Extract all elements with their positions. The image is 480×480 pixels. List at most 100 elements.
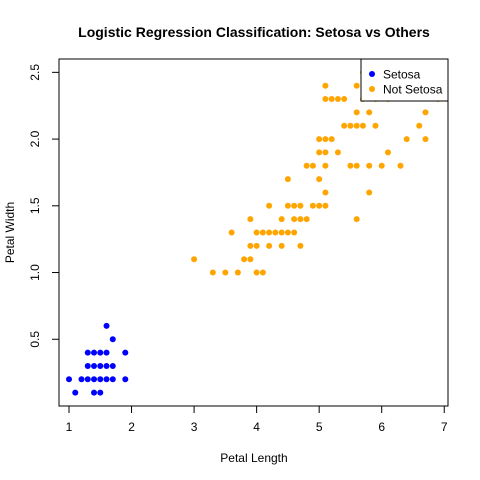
x-axis-label: Petal Length xyxy=(220,451,287,465)
not-setosa-point xyxy=(322,189,329,196)
not-setosa-point xyxy=(353,109,360,116)
y-tick-label: 2.5 xyxy=(28,64,42,81)
not-setosa-point xyxy=(303,162,310,169)
not-setosa-point xyxy=(334,149,341,156)
setosa-point xyxy=(109,336,116,343)
not-setosa-point xyxy=(316,136,323,143)
not-setosa-point xyxy=(316,176,323,183)
setosa-point xyxy=(122,349,129,356)
x-tick-label: 7 xyxy=(441,420,448,434)
legend-label-not-setosa: Not Setosa xyxy=(383,83,443,97)
legend-label-setosa: Setosa xyxy=(383,68,421,82)
setosa-point xyxy=(84,362,91,369)
not-setosa-point xyxy=(266,242,273,249)
setosa-point xyxy=(91,376,98,383)
x-tick-label: 4 xyxy=(253,420,260,434)
plot-area xyxy=(58,58,449,407)
setosa-point xyxy=(84,349,91,356)
setosa-point xyxy=(103,362,110,369)
not-setosa-point xyxy=(347,122,354,129)
x-tick-label: 6 xyxy=(378,420,385,434)
setosa-point xyxy=(91,362,98,369)
not-setosa-point xyxy=(322,136,329,143)
not-setosa-point xyxy=(353,162,360,169)
not-setosa-point xyxy=(328,96,335,103)
not-setosa-point xyxy=(278,242,285,249)
not-setosa-point xyxy=(297,216,304,223)
not-setosa-point xyxy=(272,229,279,236)
not-setosa-point xyxy=(278,229,285,236)
not-setosa-point xyxy=(291,202,298,209)
not-setosa-point xyxy=(403,136,410,143)
not-setosa-point xyxy=(297,202,304,209)
setosa-point xyxy=(91,349,98,356)
not-setosa-point xyxy=(422,109,429,116)
not-setosa-point xyxy=(253,269,260,276)
not-setosa-point xyxy=(247,256,254,263)
not-setosa-point xyxy=(291,216,298,223)
not-setosa-point xyxy=(384,149,391,156)
not-setosa-point xyxy=(253,229,260,236)
setosa-point xyxy=(103,376,110,383)
x-tick-label: 1 xyxy=(66,420,73,434)
y-tick-label: 1.0 xyxy=(28,264,42,281)
not-setosa-point xyxy=(266,202,273,209)
setosa-point xyxy=(103,349,110,356)
y-axis-label: Petal Width xyxy=(3,202,17,263)
not-setosa-point xyxy=(316,149,323,156)
not-setosa-point xyxy=(353,216,360,223)
points-layer xyxy=(66,69,441,396)
y-tick-label: 1.5 xyxy=(28,197,42,214)
not-setosa-point xyxy=(247,242,254,249)
not-setosa-point xyxy=(366,162,373,169)
legend: Setosa Not Setosa xyxy=(360,58,449,102)
setosa-point xyxy=(109,376,116,383)
not-setosa-point xyxy=(322,149,329,156)
legend-marker-setosa xyxy=(369,71,375,77)
not-setosa-point xyxy=(322,82,329,89)
not-setosa-point xyxy=(309,162,316,169)
not-setosa-point xyxy=(328,136,335,143)
plot-frame xyxy=(58,58,449,407)
not-setosa-point xyxy=(234,269,241,276)
setosa-point xyxy=(72,389,79,396)
not-setosa-point xyxy=(322,96,329,103)
setosa-point xyxy=(84,376,91,383)
legend-marker-not-setosa xyxy=(369,86,375,92)
setosa-point xyxy=(122,376,129,383)
not-setosa-point xyxy=(228,229,235,236)
y-tick-label: 0.5 xyxy=(28,331,42,348)
setosa-point xyxy=(97,349,104,356)
not-setosa-point xyxy=(366,189,373,196)
not-setosa-point xyxy=(266,229,273,236)
x-tick-label: 5 xyxy=(316,420,323,434)
not-setosa-point xyxy=(316,202,323,209)
not-setosa-point xyxy=(241,256,248,263)
not-setosa-point xyxy=(322,162,329,169)
setosa-point xyxy=(91,389,98,396)
not-setosa-point xyxy=(209,269,216,276)
setosa-point xyxy=(109,362,116,369)
x-axis: 1 2 3 4 5 6 7 xyxy=(66,405,448,434)
y-axis: 0.5 1.0 1.5 2.0 2.5 xyxy=(28,64,60,348)
not-setosa-point xyxy=(278,216,285,223)
y-tick-label: 2.0 xyxy=(28,130,42,147)
not-setosa-point xyxy=(322,202,329,209)
not-setosa-point xyxy=(247,216,254,223)
x-tick-label: 2 xyxy=(128,420,135,434)
not-setosa-point xyxy=(297,242,304,249)
not-setosa-point xyxy=(191,256,198,263)
not-setosa-point xyxy=(372,122,379,129)
not-setosa-point xyxy=(359,122,366,129)
setosa-point xyxy=(103,322,110,329)
not-setosa-point xyxy=(222,269,229,276)
setosa-point xyxy=(97,389,104,396)
setosa-point xyxy=(66,376,73,383)
not-setosa-point xyxy=(291,229,298,236)
not-setosa-point xyxy=(341,96,348,103)
not-setosa-point xyxy=(341,122,348,129)
not-setosa-point xyxy=(259,229,266,236)
not-setosa-point xyxy=(353,82,360,89)
legend-box xyxy=(360,58,449,102)
